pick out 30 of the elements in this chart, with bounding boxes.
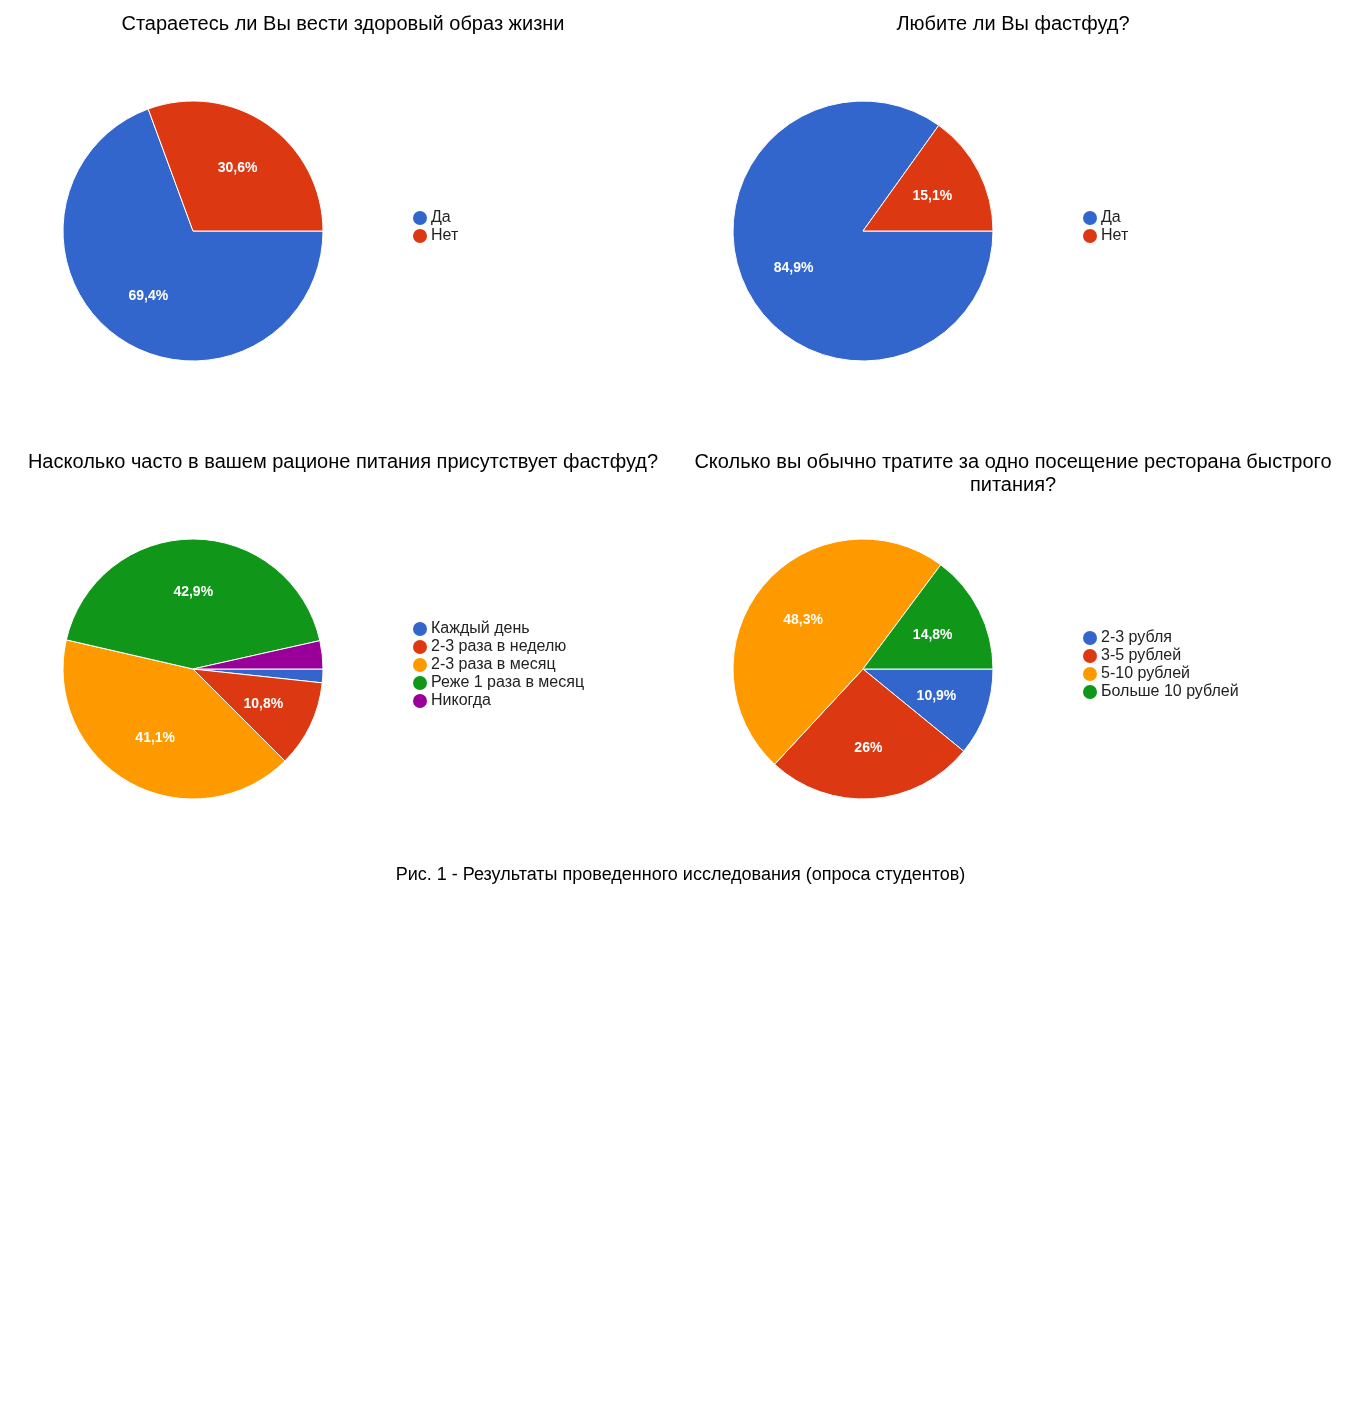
data-label: 42,9% (173, 583, 214, 599)
data-label: 69,4% (128, 286, 169, 303)
legend-label: Каждый день (431, 619, 530, 636)
data-label: 48,3% (783, 611, 824, 628)
data-label: 10,8% (243, 694, 284, 711)
legend-label: Реже 1 раза в месяц (431, 673, 585, 690)
legend-label: 2-3 рубля (1101, 628, 1172, 645)
chart-title: Любите ли Вы фастфуд? (895, 11, 1131, 36)
legend-label: Больше 10 рублей (1101, 682, 1239, 699)
data-label: 14,8% (912, 626, 954, 643)
data-label: 30,6% (217, 159, 259, 176)
data-label: 15,1% (912, 187, 953, 204)
data-label: 10,9% (916, 687, 957, 704)
data-label: 41,1% (135, 729, 176, 746)
chart-title: Насколько часто в вашем рационе питания присутствует фастфуд? (26, 449, 660, 474)
data-label: 26% (854, 738, 883, 755)
pie-slice (732, 100, 994, 362)
chart-title: Сколько вы обычно тратите за одно посещение ресторана быстрого питания? (693, 449, 1333, 497)
legend-label: 2-3 раза в неделю (431, 637, 567, 654)
text: Рис. 1 - Результаты проведенного исследования (опроса студентов) (394, 864, 967, 885)
legend-label: 5-10 рублей (1101, 664, 1190, 681)
legend-label: 2-3 раза в месяц (431, 655, 556, 672)
legend-label: Нет (431, 226, 459, 243)
legend-label: Да (1101, 208, 1121, 225)
legend-label: Да (431, 208, 451, 225)
legend-label: Нет (1101, 226, 1129, 243)
data-label: 84,9% (773, 258, 815, 275)
legend-label: Никогда (431, 691, 491, 708)
chart-title: Стараетесь ли Вы вести здоровый образ жизни (120, 11, 566, 36)
legend-label: 3-5 рублей (1101, 646, 1182, 663)
